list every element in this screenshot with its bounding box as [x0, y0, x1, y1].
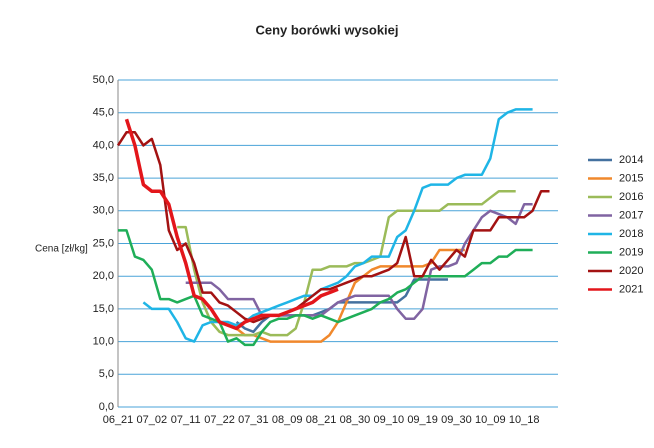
x-tick-label: 08_30: [340, 414, 371, 426]
series-line: [124, 118, 339, 331]
legend-label: 2016: [619, 191, 643, 203]
y-tick-label: 45,0: [93, 107, 114, 119]
x-tick-label: 08_21: [306, 414, 337, 426]
legend-label: 2018: [619, 228, 643, 240]
y-tick-label: 10,0: [93, 336, 114, 348]
x-tick-label: 06_21: [103, 414, 134, 426]
x-tick-label: 07_02: [137, 414, 168, 426]
y-tick-label: 20,0: [93, 270, 114, 282]
y-tick-label: 0,0: [99, 401, 114, 413]
legend-label: 2020: [619, 265, 643, 277]
series-line: [116, 131, 550, 324]
series-line: [142, 108, 533, 343]
x-tick-label: 07_31: [238, 414, 269, 426]
legend-label: 2019: [619, 246, 643, 258]
series-line: [118, 229, 533, 347]
series-line: [177, 189, 516, 337]
x-tick-label: 09_19: [407, 414, 438, 426]
series-line: [185, 203, 533, 320]
legend-label: 2015: [619, 172, 643, 184]
chart-title: Ceny borówki wysokiej: [255, 22, 398, 37]
x-tick-label: 09_10: [373, 414, 404, 426]
series-line: [235, 248, 465, 343]
y-tick-label: 35,0: [93, 172, 114, 184]
legend-label: 2021: [619, 283, 643, 295]
x-tick-label: 07_11: [171, 414, 201, 426]
legend-label: 2014: [619, 154, 643, 166]
y-axis-label: Cena [zł/kg]: [35, 244, 88, 255]
x-tick-label: 09_30: [441, 414, 472, 426]
y-tick-label: 25,0: [93, 237, 114, 249]
y-tick-label: 30,0: [93, 205, 114, 217]
x-tick-label: 10_09: [475, 414, 506, 426]
x-tick-label: 07_22: [204, 414, 235, 426]
y-tick-label: 50,0: [93, 74, 114, 86]
x-tick-label: 10_18: [509, 414, 540, 426]
y-tick-label: 40,0: [93, 139, 114, 151]
x-tick-label: 08_09: [272, 414, 303, 426]
legend-label: 2017: [619, 209, 643, 221]
y-tick-label: 15,0: [93, 303, 114, 315]
y-tick-label: 5,0: [99, 368, 114, 380]
